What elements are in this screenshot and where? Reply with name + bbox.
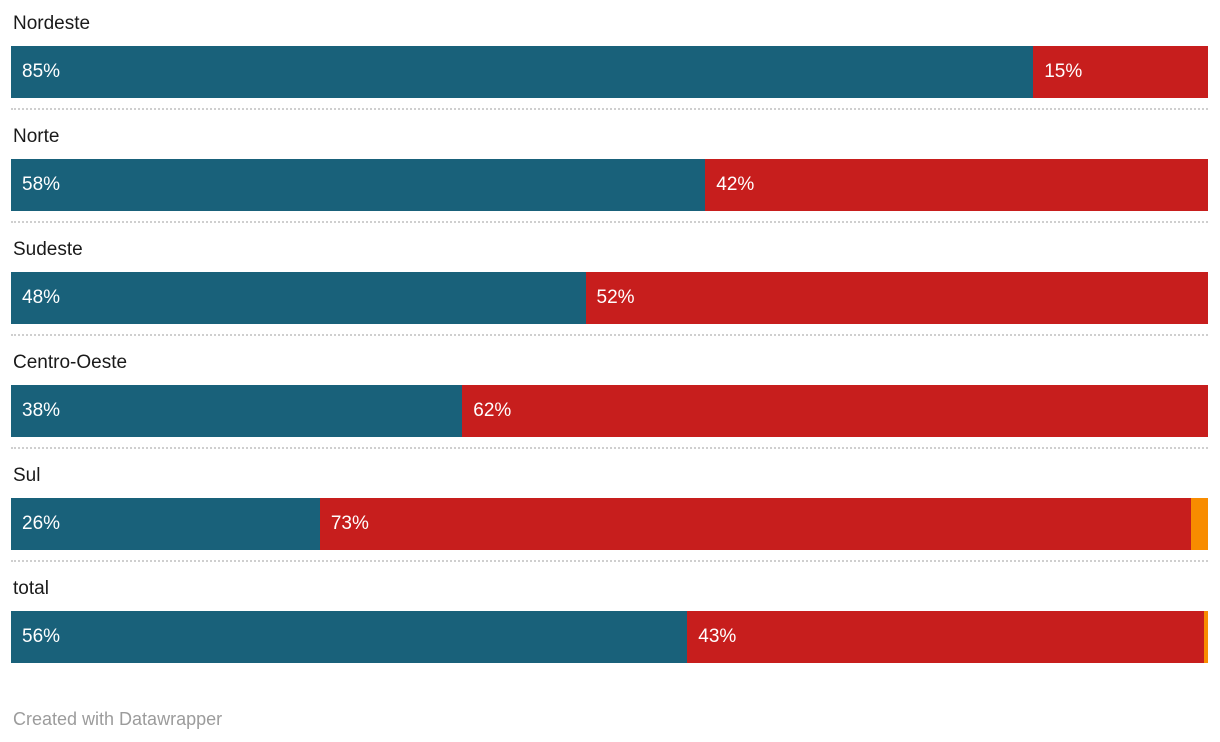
chart-row: Sudeste 48% 52% <box>11 239 1208 336</box>
category-label: Norte <box>13 126 60 147</box>
category-label: Sudeste <box>13 239 83 260</box>
datawrapper-attribution: Created with Datawrapper <box>13 709 223 729</box>
chart-row: Norte 58% 42% <box>11 126 1208 223</box>
segment-value-label: 73% <box>330 513 369 534</box>
segment-value-label: 56% <box>22 626 61 647</box>
chart-row: Centro-Oeste 38% 62% <box>11 352 1208 449</box>
segment-value-label: 38% <box>22 400 61 421</box>
bar-segment-red[interactable]: 73% <box>319 498 1192 550</box>
bar-segment-teal[interactable]: 58% <box>11 159 706 211</box>
chart-row: total 56% 43% <box>11 578 1208 663</box>
bar-segment-red[interactable]: 15% <box>1033 46 1208 98</box>
bar-segment-red[interactable]: 62% <box>462 385 1208 437</box>
segment-value-label: 48% <box>22 287 61 308</box>
category-label: total <box>13 578 49 599</box>
category-label: Nordeste <box>13 13 91 34</box>
bar-segment-orange[interactable] <box>1204 611 1208 663</box>
bar-segment-teal[interactable]: 56% <box>11 611 688 663</box>
chart-rows: Nordeste 85% 15% Norte 58% 42% Sudeste 48%… <box>11 13 1208 663</box>
bar-segment-red[interactable]: 43% <box>687 611 1205 663</box>
bar-segment-teal[interactable]: 38% <box>11 385 463 437</box>
segment-value-label: 42% <box>716 174 755 195</box>
segment-value-label: 43% <box>698 626 737 647</box>
bar-segment-teal[interactable]: 26% <box>11 498 320 550</box>
bar-segment-red[interactable]: 52% <box>585 272 1208 324</box>
stacked-bar: 26% 73% <box>11 498 1208 550</box>
category-label: Centro-Oeste <box>13 352 128 373</box>
bar-segment-teal[interactable]: 85% <box>11 46 1034 98</box>
chart-row: Sul 26% 73% <box>11 465 1208 562</box>
stacked-bar: 38% 62% <box>11 385 1208 437</box>
stacked-bar: 56% 43% <box>11 611 1208 663</box>
stacked-bar: 58% 42% <box>11 159 1208 211</box>
bar-segment-red[interactable]: 42% <box>705 159 1208 211</box>
stacked-bar: 85% 15% <box>11 46 1208 98</box>
segment-value-label: 26% <box>22 513 61 534</box>
segment-value-label: 62% <box>473 400 512 421</box>
segment-value-label: 52% <box>596 287 635 308</box>
segment-value-label: 85% <box>22 61 61 82</box>
chart-row: Nordeste 85% 15% <box>11 13 1208 110</box>
category-label: Sul <box>13 465 41 486</box>
segment-value-label: 15% <box>1044 61 1083 82</box>
stacked-bar: 48% 52% <box>11 272 1208 324</box>
bar-segment-orange[interactable] <box>1191 498 1208 550</box>
segment-value-label: 58% <box>22 174 61 195</box>
bar-segment-teal[interactable]: 48% <box>11 272 586 324</box>
